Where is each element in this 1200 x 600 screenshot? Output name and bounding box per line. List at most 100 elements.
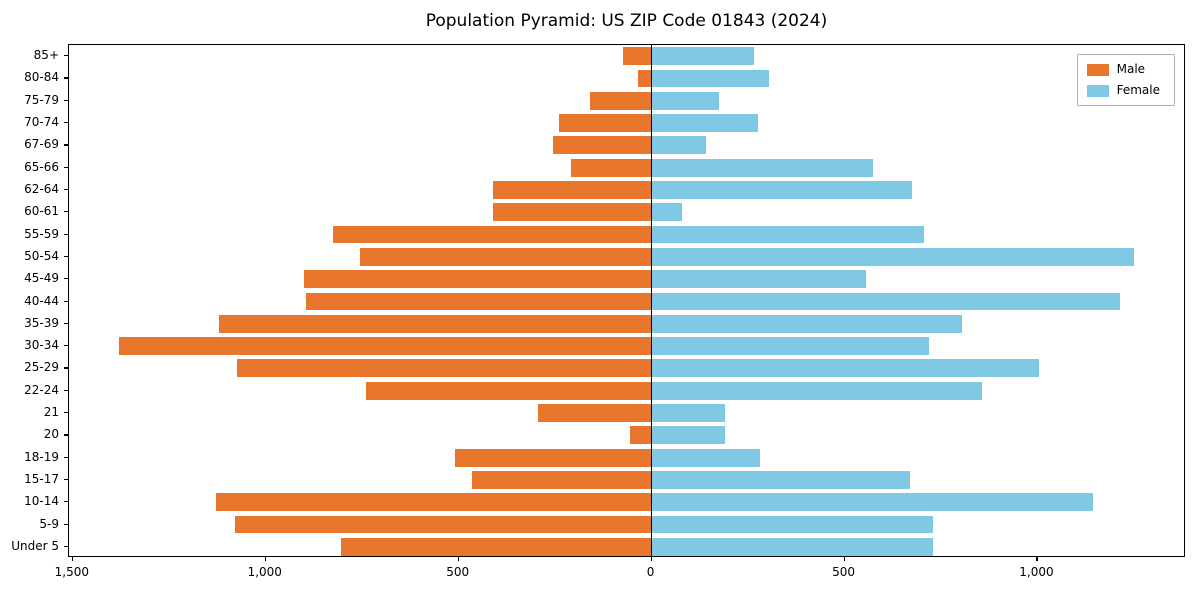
bar-female-22-24 [651,381,982,400]
bar-female-80-84 [651,69,770,88]
bar-male-55-59 [333,225,652,244]
bar-male-40-44 [306,292,652,311]
y-tick-label: 55-59 [24,226,59,241]
bar-female-30-34 [651,337,930,355]
y-tick-mark [64,300,68,302]
legend-item-female: Female [1086,83,1160,97]
y-tick-label: 62-64 [24,181,59,196]
y-tick-mark [64,77,68,79]
x-tick-mark [264,557,266,561]
x-tick-mark [457,557,459,561]
x-tick-label: 1,000 [1019,565,1054,579]
bar-female-Under 5 [651,537,934,556]
bar-male-21 [537,404,652,422]
y-tick-mark [64,166,68,168]
bar-male-85+ [622,47,652,66]
bar-male-25-29 [236,359,652,378]
y-tick-mark [64,389,68,391]
x-tick-label: 500 [446,565,470,579]
bar-male-Under 5 [341,537,652,556]
female-color-swatch [1086,84,1109,97]
y-tick-label: 60-61 [24,204,59,219]
bar-female-55-59 [651,225,924,244]
x-tick-label: 1,000 [247,565,282,579]
y-tick-label: 70-74 [24,115,59,130]
bar-male-62-64 [493,181,652,199]
bar-female-21 [651,404,725,422]
y-tick-mark [64,456,68,458]
y-tick-mark [64,278,68,280]
y-tick-mark [64,144,68,146]
bar-female-75-79 [651,91,720,110]
y-tick-mark [64,55,68,57]
y-tick-mark [64,523,68,525]
x-tick-mark [1036,557,1038,561]
y-tick-label: 85+ [33,48,59,63]
y-tick-label: 50-54 [24,248,59,263]
y-tick-mark [64,255,68,258]
y-tick-mark [64,478,68,481]
bar-male-35-39 [219,314,652,333]
bar-male-22-24 [366,381,652,400]
x-tick-label: 0 [646,565,655,579]
bar-male-70-74 [559,114,652,132]
bar-female-60-61 [651,203,683,222]
bar-male-80-84 [638,69,652,88]
bar-female-5-9 [651,515,934,534]
x-tick-label: 500 [832,565,855,579]
y-tick-label: 20 [43,427,59,442]
y-tick-mark [64,501,68,503]
bar-male-67-69 [553,136,652,155]
y-tick-mark [64,188,68,191]
plot-area: Male Female [68,44,1185,557]
bar-female-18-19 [651,448,760,467]
bar-male-18-19 [454,448,652,467]
bar-female-10-14 [651,493,1094,512]
y-tick-label: 18-19 [24,449,59,464]
bar-female-62-64 [651,181,913,199]
y-tick-label: 80-84 [24,70,59,85]
y-tick-mark [64,211,68,213]
y-tick-label: 10-14 [24,494,59,509]
y-tick-mark [64,412,68,414]
bar-male-30-34 [119,337,652,355]
bar-male-20 [630,426,652,445]
x-tick-label: 1,500 [54,565,90,579]
bar-female-35-39 [651,314,963,333]
bar-female-85+ [651,47,754,66]
y-tick-label: 75-79 [24,92,59,107]
y-tick-label: Under 5 [11,538,59,553]
y-tick-label: 35-39 [24,315,59,330]
bar-male-75-79 [589,91,652,110]
bar-male-65-66 [570,158,652,177]
bar-male-60-61 [493,203,652,222]
bar-male-15-17 [472,471,652,489]
bar-female-25-29 [651,359,1040,378]
y-tick-label: 21 [43,405,59,420]
y-tick-label: 40-44 [24,293,59,308]
bar-male-50-54 [360,247,652,266]
y-tick-mark [64,545,68,548]
y-tick-label: 45-49 [24,271,59,286]
bar-female-50-54 [651,247,1134,266]
bar-female-15-17 [651,471,911,489]
y-tick-label: 30-34 [24,338,59,353]
bar-female-65-66 [651,158,874,177]
bar-female-67-69 [651,136,706,155]
legend-label-female: Female [1116,83,1160,97]
x-tick-mark [650,557,652,561]
y-tick-mark [64,367,68,369]
bar-female-40-44 [651,292,1121,311]
y-tick-label: 5-9 [39,516,59,531]
y-tick-label: 15-17 [24,471,59,486]
y-tick-label: 25-29 [24,360,59,375]
y-tick-label: 67-69 [24,137,59,152]
y-tick-mark [64,122,68,124]
y-tick-mark [64,434,68,436]
y-tick-mark [64,322,68,324]
bar-female-70-74 [651,114,758,132]
y-tick-label: 65-66 [24,159,59,174]
zero-axis-line [650,45,653,556]
bar-male-45-49 [304,270,652,289]
